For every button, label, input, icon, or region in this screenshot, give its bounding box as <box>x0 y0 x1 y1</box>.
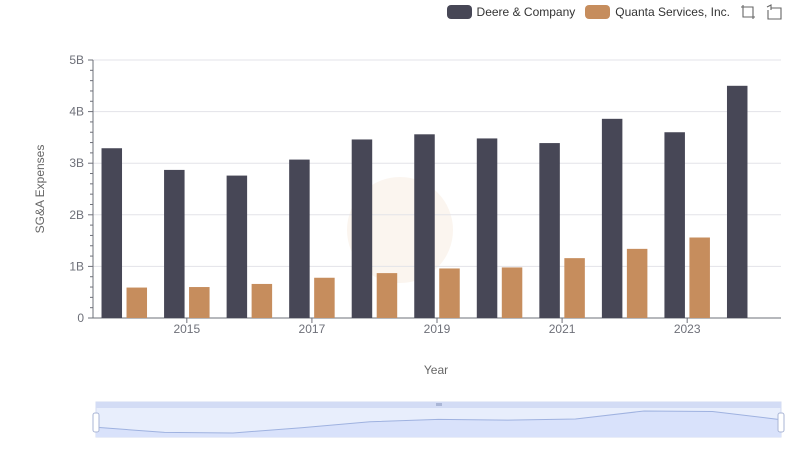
legend-item-deere[interactable]: Deere & Company <box>446 5 576 19</box>
bar-quanta <box>126 287 148 318</box>
x-tick-label: 2023 <box>674 322 701 336</box>
legend-swatch-deere <box>446 5 472 19</box>
legend: Deere & Company Quanta Services, Inc. <box>446 4 782 20</box>
zoom-slider-grip <box>436 403 442 406</box>
bar-deere <box>601 118 623 318</box>
bar-deere <box>664 132 685 318</box>
bar-quanta <box>251 283 273 318</box>
bar-deere <box>539 143 560 318</box>
x-tick-label: 2019 <box>424 322 451 336</box>
x-tick-label: 2015 <box>173 322 200 336</box>
bar-quanta <box>439 268 460 318</box>
zoom-handle-left[interactable] <box>92 412 100 433</box>
bar-quanta <box>376 273 398 318</box>
y-tick-label: 1B <box>69 259 84 273</box>
legend-swatch-quanta <box>585 5 611 19</box>
zoom-slider-line <box>95 410 782 434</box>
bar-deere <box>289 159 310 318</box>
bar-quanta <box>689 237 710 318</box>
y-tick-label: 3B <box>69 156 84 170</box>
bar-deere <box>414 134 435 318</box>
y-tick-label: 5B <box>69 53 84 67</box>
bar-quanta <box>564 258 585 318</box>
x-tick-label: 2021 <box>549 322 576 336</box>
legend-label-deere: Deere & Company <box>476 5 576 19</box>
bar-deere <box>351 139 373 318</box>
bar-deere <box>476 138 498 318</box>
y-tick-label: 2B <box>69 208 84 222</box>
legend-label-quanta: Quanta Services, Inc. <box>615 5 730 19</box>
y-tick-label: 0 <box>77 311 84 325</box>
bar-quanta <box>189 287 210 318</box>
bar-quanta <box>626 248 648 318</box>
zoom-select-icon[interactable] <box>740 4 756 20</box>
legend-item-quanta[interactable]: Quanta Services, Inc. <box>585 5 730 19</box>
y-tick-label: 4B <box>69 105 84 119</box>
x-tick-label: 2017 <box>299 322 326 336</box>
bar-quanta <box>501 267 523 318</box>
bar-deere <box>101 148 123 318</box>
bar-deere <box>226 175 248 318</box>
bar-deere <box>164 169 185 318</box>
x-axis-title: Year <box>423 363 449 377</box>
bar-deere <box>726 85 748 318</box>
zoom-handle-right[interactable] <box>777 412 785 433</box>
zoom-reset-icon[interactable] <box>766 4 782 20</box>
bar-quanta <box>314 277 335 318</box>
